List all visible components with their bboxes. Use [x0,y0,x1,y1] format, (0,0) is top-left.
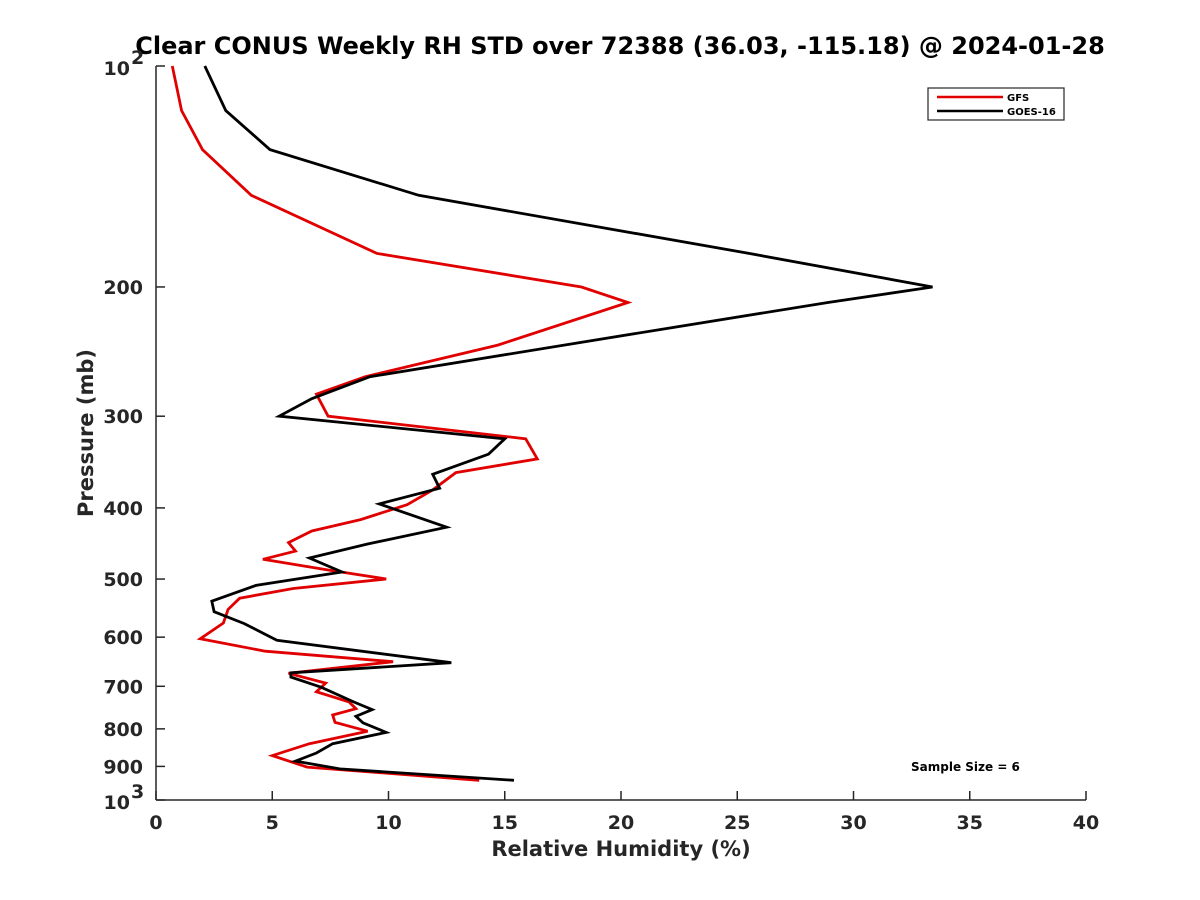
y-tick-label-exponent: 2 [131,47,144,69]
chart-legend: GFS GOES-16 [927,87,1065,121]
sample-size-annotation: Sample Size = 6 [911,760,1020,774]
y-tick-label: 300 [103,406,143,428]
legend-label-goes16: GOES-16 [1007,107,1056,118]
y-tick-label: 700 [103,676,143,698]
x-tick-label: 35 [957,812,983,834]
x-tick-label: 0 [149,812,162,834]
x-tick-label: 30 [840,812,866,834]
y-tick-label: 600 [103,627,143,649]
series-line-gfs [170,65,633,782]
series-lines [170,65,933,782]
y-tick-label: 200 [103,277,143,299]
x-axis-ticks: 0 5 10 15 20 25 30 35 40 [149,791,1099,834]
x-tick-label: 10 [375,812,401,834]
series-line-goes16 [203,65,933,782]
x-tick-label: 5 [266,812,279,834]
x-tick-label: 20 [608,812,634,834]
y-tick-label: 500 [103,569,143,591]
y-tick-label-exponent: 3 [131,781,144,803]
plot-area [155,66,1086,801]
y-tick-label-base: 10 [104,792,130,814]
y-axis-label: Pressure (mb) [74,349,98,517]
legend-box [927,87,1065,121]
y-tick-label-base: 10 [104,58,130,80]
y-tick-label: 900 [103,756,143,778]
x-tick-label: 40 [1073,812,1099,834]
legend-label-gfs: GFS [1007,93,1029,104]
x-tick-label: 25 [724,812,750,834]
y-tick-label: 400 [103,498,143,520]
y-tick-label: 800 [103,719,143,741]
chart-title: Clear CONUS Weekly RH STD over 72388 (36… [135,32,1105,60]
x-axis-label: Relative Humidity (%) [491,837,750,861]
x-tick-label: 15 [492,812,518,834]
